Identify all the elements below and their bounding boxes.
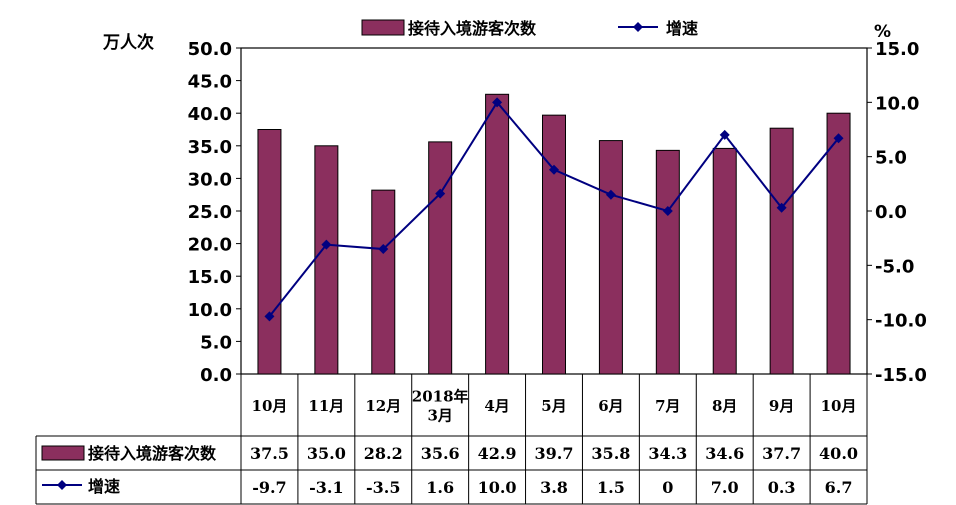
x-tick-label: 10月	[821, 397, 857, 415]
x-tick-label: 8月	[712, 397, 737, 415]
line-point	[264, 311, 275, 322]
y-left-tick-label: 10.0	[188, 300, 232, 321]
table-bar-key: 接待入境游客次数	[41, 444, 217, 463]
bar-series	[257, 93, 851, 375]
line-value-label: 0.3	[768, 478, 796, 497]
line-point	[435, 188, 446, 199]
bar	[371, 189, 396, 375]
bar	[655, 149, 680, 375]
y-right-tick-label: 10.0	[875, 93, 919, 114]
x-tick-label: 6月	[598, 397, 623, 415]
x-tick-label: 2018年 3月	[412, 388, 469, 425]
bar-value-label: 40.0	[819, 444, 858, 463]
y-right-tick-label: -15.0	[875, 365, 927, 386]
y-right-ticks: -15.0 -10.0 -5.0 0.0 5.0 10.0 15.0	[867, 39, 927, 386]
line-point	[605, 189, 616, 200]
bar-value-label: 35.8	[591, 444, 630, 463]
x-tick-label: 11月	[308, 397, 344, 415]
y-left-tick-label: 15.0	[188, 267, 232, 288]
line-value-label: 7.0	[711, 478, 739, 497]
line-point	[321, 239, 332, 250]
y-left-tick-label: 5.0	[200, 332, 232, 353]
y-right-axis-title: %	[874, 22, 891, 42]
data-table: 10月 11月 12月 2018年 3月 4月 5月 6月 7月 8月 9月 10月接待入境游客次数增…	[35, 374, 868, 505]
bar	[712, 147, 737, 375]
line-value-label: -9.7	[252, 478, 286, 497]
bar-value-label: 37.5	[250, 444, 289, 463]
y-left-tick-label: 35.0	[188, 137, 232, 158]
table-bar-swatch	[41, 445, 85, 461]
line-value-label: -3.1	[309, 478, 343, 497]
line-value-label: 1.5	[597, 478, 625, 497]
y-left-tick-label: 45.0	[188, 72, 232, 93]
y-left-tick-label: 25.0	[188, 202, 232, 223]
y-left-tick-label: 30.0	[188, 169, 232, 190]
bar	[826, 112, 851, 375]
line-value-label: 0	[662, 478, 673, 497]
bar	[428, 141, 453, 375]
bar-value-label: 34.3	[648, 444, 687, 463]
x-tick-label: 12月	[365, 397, 401, 415]
x-tick-label: 5月	[541, 397, 566, 415]
line-point	[662, 206, 673, 216]
table-line-marker	[57, 480, 67, 490]
line-point	[719, 129, 730, 140]
bar	[598, 140, 623, 375]
y-left-ticks: 0.0 5.0 10.0 15.0 20.0 25.0 30.0 35.0 40.0 45.0 50…	[188, 39, 241, 386]
y-right-tick-label: -10.0	[875, 311, 927, 332]
bar-value-label: 37.7	[762, 444, 801, 463]
y-right-tick-label: 0.0	[875, 202, 907, 223]
legend-line-label: 增速	[666, 19, 698, 38]
legend-bar-swatch	[361, 19, 405, 36]
bar-value-label: 34.6	[705, 444, 744, 463]
legend-bar-label: 接待入境游客次数	[408, 19, 537, 38]
y-left-axis-title: 万人次	[102, 32, 154, 53]
line-value-label: 1.6	[426, 478, 454, 497]
bar	[485, 93, 510, 375]
bar-value-label: 42.9	[478, 444, 517, 463]
table-line-series-name: 增速	[88, 477, 120, 496]
line-point	[776, 202, 787, 213]
y-left-tick-label: 20.0	[188, 235, 232, 256]
x-tick-label: 7月	[655, 397, 680, 415]
line-value-label: 3.8	[540, 478, 568, 497]
line-point	[378, 244, 389, 255]
y-right-tick-label: 5.0	[875, 148, 907, 169]
bar-value-label: 39.7	[535, 444, 574, 463]
line-point	[492, 97, 503, 108]
legend: 接待入境游客次数 增速	[361, 19, 698, 38]
bar-value-label: 35.0	[307, 444, 346, 463]
y-left-tick-label: 50.0	[188, 39, 232, 60]
bar-value-label: 28.2	[364, 444, 403, 463]
legend-line-marker	[633, 22, 643, 32]
bar	[257, 129, 282, 375]
bar-value-label: 35.6	[421, 444, 460, 463]
line-value-label: -3.5	[366, 478, 400, 497]
x-tick-label: 4月	[484, 397, 509, 415]
bar	[542, 114, 566, 375]
line-value-label: 6.7	[825, 478, 853, 497]
line-value-label: 10.0	[478, 478, 517, 497]
y-right-tick-label: 15.0	[875, 39, 919, 60]
y-left-tick-label: 0.0	[200, 365, 232, 386]
line-series	[264, 97, 844, 322]
x-tick-label: 9月	[769, 397, 794, 415]
table-bar-series-name: 接待入境游客次数	[88, 444, 217, 463]
bar	[314, 145, 339, 375]
line-point	[833, 133, 844, 144]
y-left-tick-label: 40.0	[188, 104, 232, 125]
bar	[769, 127, 794, 375]
line-point	[549, 164, 559, 175]
table-line-key: 增速	[42, 477, 120, 496]
y-right-tick-label: -5.0	[875, 256, 914, 277]
x-tick-label: 10月	[252, 397, 288, 415]
